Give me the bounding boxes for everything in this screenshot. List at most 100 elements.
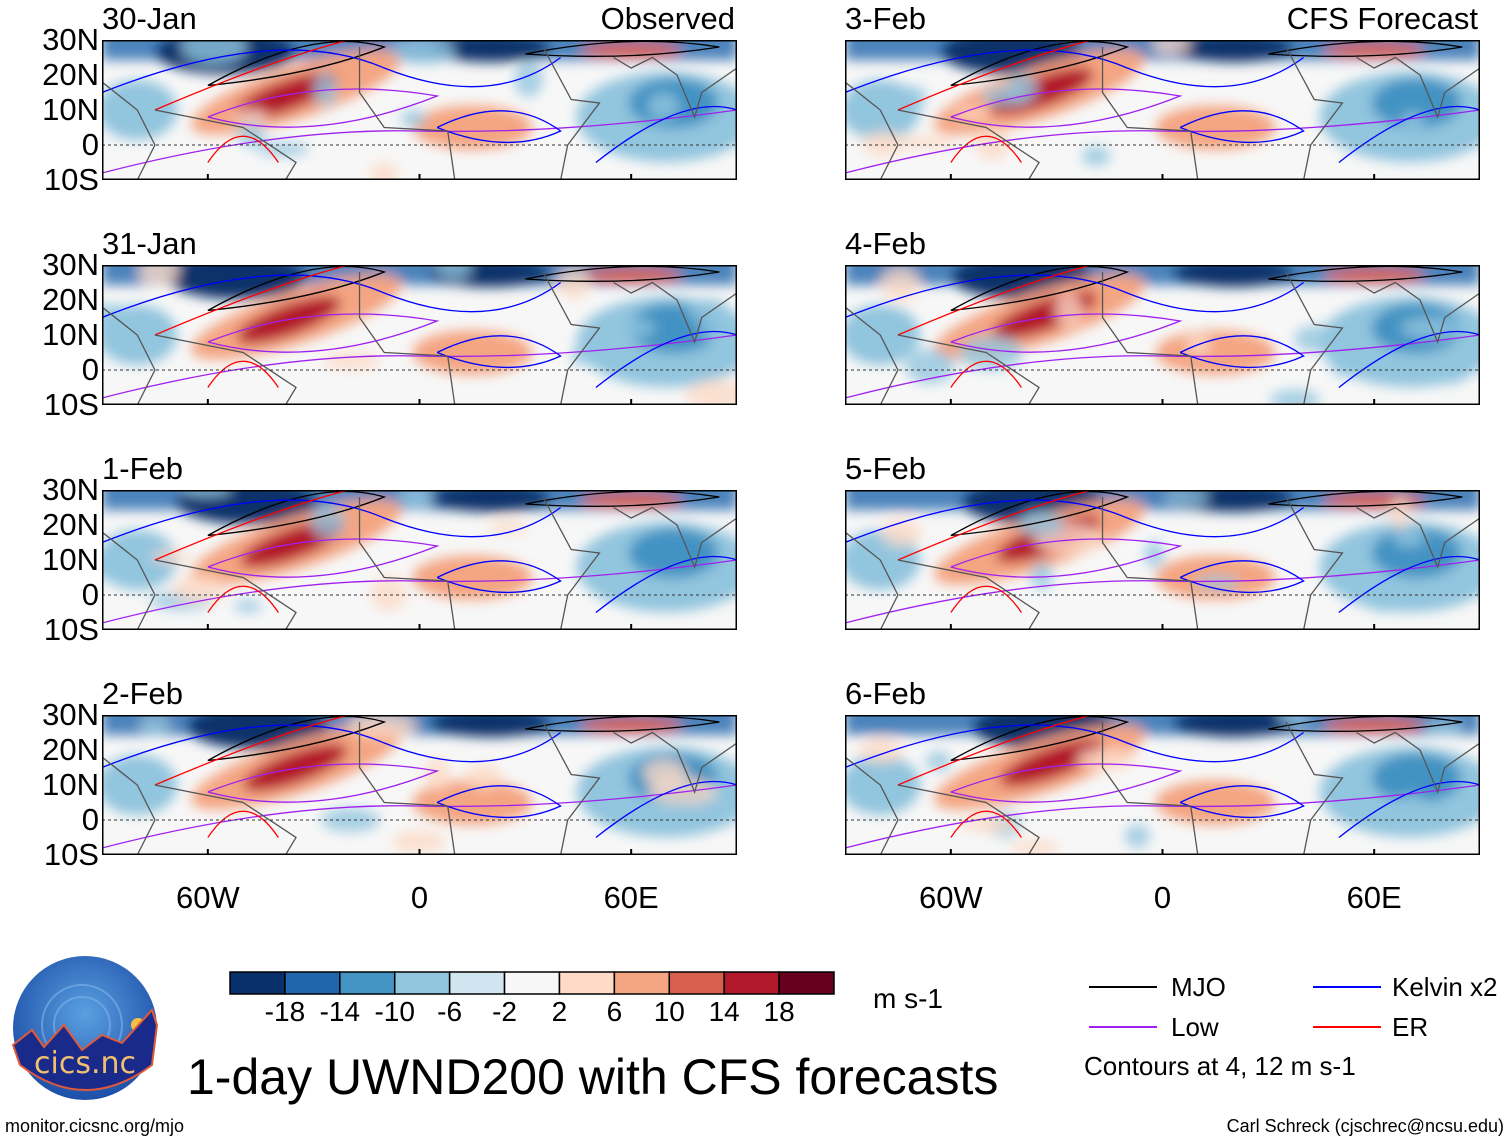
y-tick-label: 20N: [42, 507, 99, 542]
wind-fill: [166, 265, 307, 299]
mjo-contour: [525, 490, 720, 507]
wind-fill: [138, 265, 180, 286]
coastline-contour: [102, 46, 737, 180]
mjo-contour: [950, 40, 1130, 87]
mjo-contour: [525, 40, 720, 57]
source-url: monitor.cicsnc.org/mjo: [5, 1116, 185, 1136]
wind-fill: [1030, 562, 1054, 590]
y-tick-label: 0: [81, 577, 99, 612]
wind-fill: [1009, 840, 1060, 855]
coastline-contour: [102, 271, 737, 405]
er-contour: [154, 715, 350, 838]
er-contour: [897, 490, 1093, 613]
colorbar-swatch: [778, 971, 835, 995]
wind-fill: [176, 490, 317, 524]
x-tick-label: 0: [410, 880, 429, 915]
kelvin-contour: [1179, 560, 1305, 594]
x-tick-label: 60E: [1346, 880, 1402, 915]
colorbar-tick-label: -18: [264, 996, 306, 1027]
colorbar-tick-label: -6: [437, 996, 463, 1027]
kelvin-contour: [595, 330, 737, 389]
wind-fill: [187, 715, 328, 749]
y-tick-label: 10S: [43, 387, 99, 422]
colorbar-swatch: [668, 971, 725, 995]
wind-fill: [1195, 575, 1240, 590]
coastline-contour: [845, 271, 1480, 405]
colorbar-swatch: [558, 971, 616, 995]
coastline-contour: [845, 721, 1480, 855]
y-tick-label: 0: [81, 127, 99, 162]
y-tick-label: 10S: [43, 162, 99, 197]
wind-fill: [1155, 105, 1276, 150]
colorbar-tick-label: -10: [374, 996, 415, 1027]
wind-fill: [1006, 73, 1038, 104]
panel-date: 4-Feb: [845, 226, 926, 261]
low-contour: [845, 109, 1480, 174]
x-tick-label: 60W: [175, 880, 240, 915]
map-panel: [102, 715, 737, 855]
wind-fill: [905, 348, 955, 384]
x-tick-label: 60W: [918, 880, 983, 915]
kelvin-contour: [845, 724, 1304, 769]
kelvin-contour: [845, 274, 1304, 319]
wind-fill: [150, 550, 192, 564]
kelvin-contour: [1179, 785, 1305, 819]
colorbar-swatch: [448, 971, 506, 995]
low-contour: [207, 763, 440, 803]
wind-fill: [1392, 529, 1426, 548]
map-panel: [845, 265, 1480, 405]
wind-fill: [1166, 490, 1210, 506]
wind-fill: [685, 379, 737, 405]
colorbar-swatch: [284, 971, 341, 995]
wind-fill: [687, 298, 730, 323]
wind-fill: [412, 780, 533, 825]
kelvin-contour: [436, 560, 562, 594]
x-tick-label: 0: [1153, 880, 1172, 915]
wind-fill: [424, 757, 451, 791]
kelvin-contour: [1338, 780, 1480, 839]
coastline-contour: [102, 721, 737, 855]
colorbar-tick-label: 14: [708, 996, 740, 1027]
wind-fill: [102, 80, 178, 140]
wind-fill: [430, 40, 551, 62]
kelvin-contour: [1179, 110, 1305, 144]
map-panel: [102, 265, 737, 405]
wind-fill: [1359, 578, 1408, 613]
legend-line-low: [1089, 1026, 1157, 1028]
wind-fill: [323, 351, 381, 371]
y-tick-label: 30N: [42, 472, 99, 507]
wind-fill: [398, 490, 433, 510]
contour-note: Contours at 4, 12 m s-1: [1084, 1051, 1356, 1081]
mjo-contour: [525, 715, 720, 732]
wind-fill: [628, 528, 719, 578]
coastline-contour: [845, 46, 1480, 180]
wind-fill: [1391, 794, 1430, 824]
colorbar-tick-label: -2: [492, 996, 517, 1027]
colorbar-swatch: [503, 971, 561, 995]
y-tick-label: 20N: [42, 57, 99, 92]
low-contour: [950, 538, 1183, 578]
mjo-contour: [950, 490, 1130, 537]
wind-fill: [436, 265, 473, 279]
colorbar-tick-label: 10: [653, 996, 685, 1027]
mjo-contour: [1268, 715, 1463, 732]
kelvin-contour: [436, 785, 562, 819]
wind-fill: [858, 738, 904, 764]
wind-fill: [647, 92, 680, 120]
wind-fill: [412, 555, 533, 600]
svg-text:cics.nc: cics.nc: [34, 1046, 136, 1081]
map-panel: [845, 715, 1480, 855]
kelvin-contour: [102, 724, 561, 769]
wind-fill: [310, 506, 346, 538]
kelvin-contour: [845, 49, 1304, 94]
wind-fill: [1144, 540, 1165, 568]
mjo-contour: [207, 265, 387, 312]
er-contour: [154, 490, 350, 613]
low-contour: [102, 559, 737, 624]
legend-line-kelvin: [1313, 986, 1381, 988]
mjo-contour: [950, 715, 1130, 762]
wind-fill: [1269, 389, 1321, 405]
colorbar-swatch: [723, 971, 780, 995]
wind-fill: [954, 107, 990, 121]
